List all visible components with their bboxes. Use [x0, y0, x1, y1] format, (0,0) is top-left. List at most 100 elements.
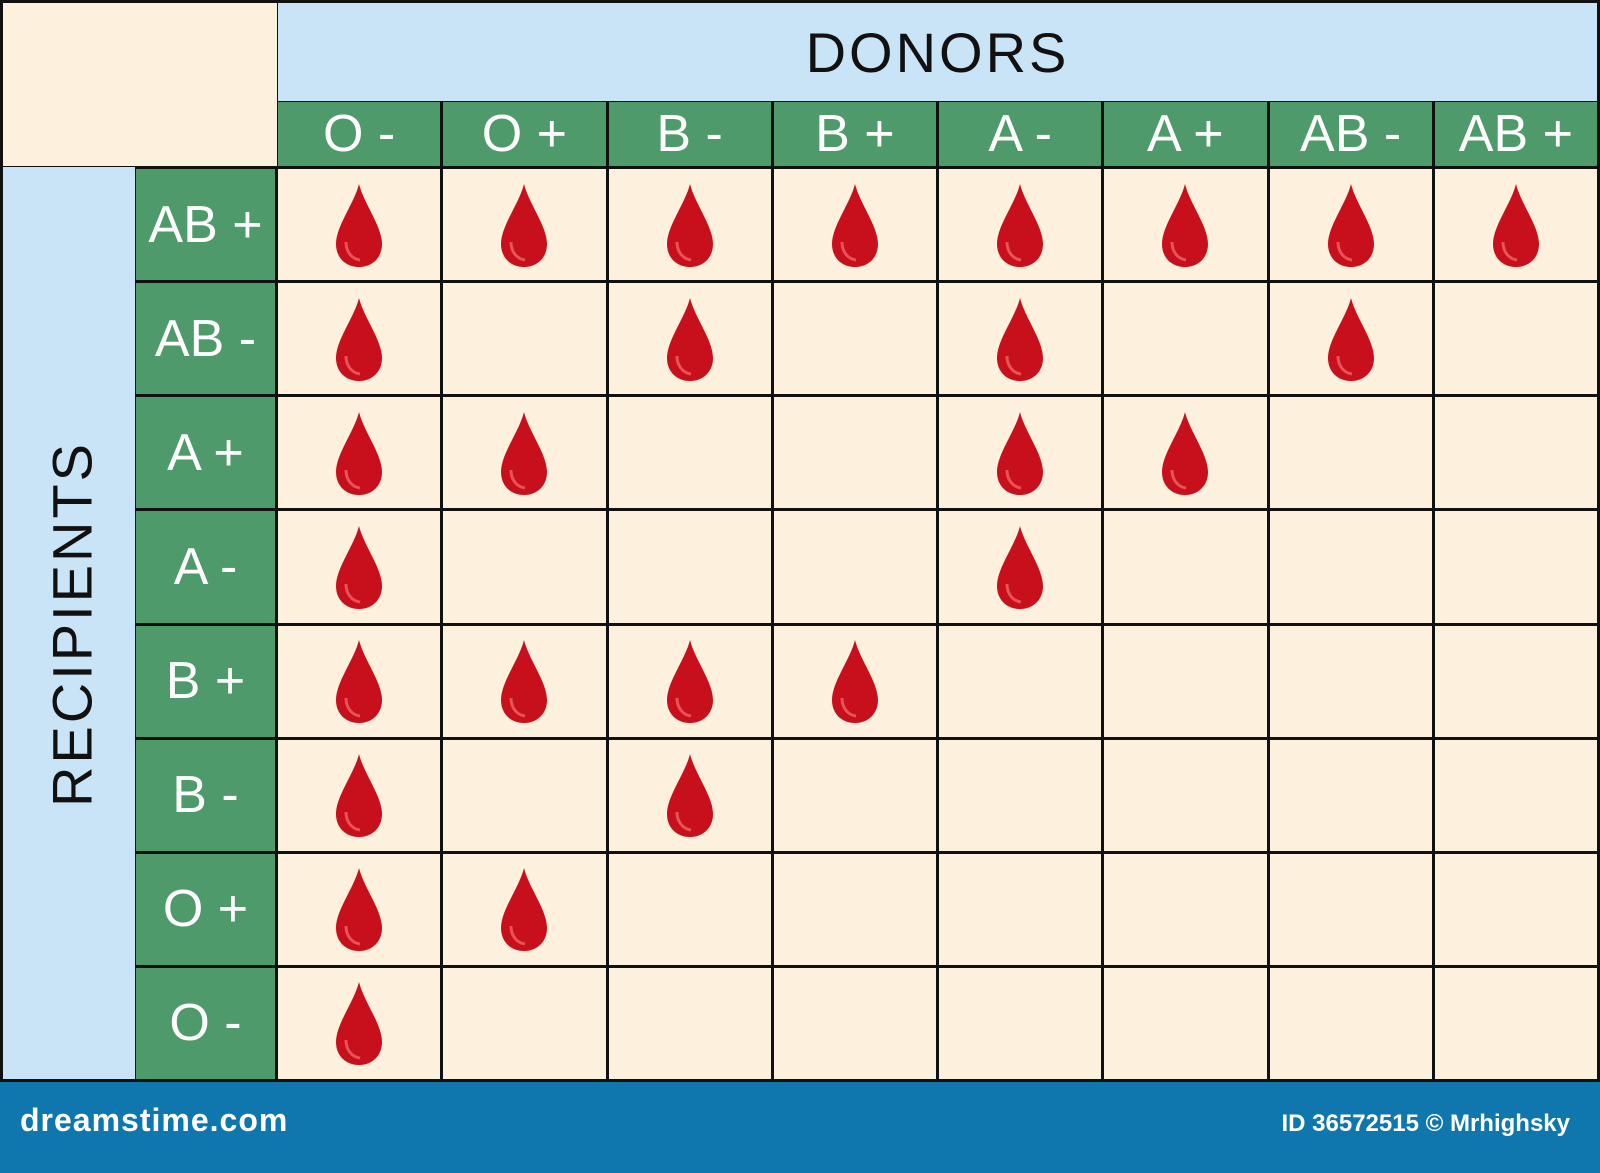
grid-cell	[1104, 397, 1270, 512]
grid-cell	[278, 169, 444, 284]
grid-cell	[1104, 511, 1270, 626]
blood-drop-icon	[1327, 297, 1374, 381]
grid-cell	[278, 283, 444, 398]
grid-cell	[773, 967, 939, 1082]
recipients-band: RECIPIENTS	[0, 167, 138, 1082]
donor-header-8: AB +	[1434, 102, 1600, 169]
blood-drop-icon	[336, 297, 383, 381]
grid-cell	[1434, 967, 1600, 1082]
recipient-header-2: AB -	[136, 283, 278, 398]
grid-cell	[443, 511, 609, 626]
footer-bar: dreamstime.com ID 36572515 © Mrhighsky	[0, 1082, 1600, 1173]
grid-cell	[1434, 397, 1600, 512]
grid-cell	[278, 853, 444, 968]
grid-cell	[773, 625, 939, 740]
grid-cell	[608, 739, 774, 854]
blood-drop-icon	[997, 183, 1044, 267]
donor-header-3: B -	[608, 102, 774, 169]
grid-cell	[939, 739, 1105, 854]
grid-cell	[443, 169, 609, 284]
grid-cell	[773, 169, 939, 284]
blood-drop-icon	[336, 754, 383, 838]
grid-cell	[939, 967, 1105, 1082]
grid-cell	[939, 625, 1105, 740]
grid-cell	[939, 853, 1105, 968]
donor-header-4: B +	[773, 102, 939, 169]
blood-drop-icon	[997, 297, 1044, 381]
grid-cell	[1104, 625, 1270, 740]
grid-cell	[1104, 853, 1270, 968]
grid-cell	[278, 739, 444, 854]
blood-drop-icon	[336, 982, 383, 1066]
footer-credit: ID 36572515 © Mrhighsky	[1281, 1110, 1571, 1137]
donor-header-7: AB -	[1269, 102, 1435, 169]
footer-logo: dreamstime.com	[20, 1102, 289, 1138]
grid-cell	[278, 967, 444, 1082]
grid-cell	[1269, 625, 1435, 740]
grid-cell	[608, 169, 774, 284]
grid-cell	[939, 283, 1105, 398]
blood-drop-icon	[831, 183, 878, 267]
recipient-header-5: B +	[136, 625, 278, 740]
blood-drop-icon	[501, 183, 548, 267]
grid-cell	[773, 397, 939, 512]
grid-cell	[608, 397, 774, 512]
recipient-header-4: A -	[136, 511, 278, 626]
grid-cell	[1434, 739, 1600, 854]
grid-cell	[1104, 283, 1270, 398]
grid-cell	[1434, 283, 1600, 398]
blood-drop-icon	[336, 640, 383, 724]
grid-cell	[1269, 283, 1435, 398]
grid-cell	[1269, 967, 1435, 1082]
recipient-header-8: O -	[136, 967, 278, 1082]
grid-cell	[1269, 739, 1435, 854]
grid-cell	[1269, 853, 1435, 968]
grid-cell	[1104, 169, 1270, 284]
grid-cell	[1434, 169, 1600, 284]
grid-cell	[773, 511, 939, 626]
blood-drop-icon	[997, 411, 1044, 495]
corner-cell	[0, 0, 280, 169]
grid-cell	[608, 853, 774, 968]
blood-drop-icon	[501, 868, 548, 952]
donors-header: DONORS	[278, 0, 1600, 104]
grid-cell	[1269, 511, 1435, 626]
grid-cell	[278, 397, 444, 512]
recipient-header-1: AB +	[136, 169, 278, 284]
grid-cell	[443, 739, 609, 854]
recipients-title: RECIPIENTS	[40, 440, 104, 808]
grid-cell	[443, 853, 609, 968]
donor-header-1: O -	[278, 102, 444, 169]
donor-header-2: O +	[443, 102, 609, 169]
grid-cell	[1269, 169, 1435, 284]
grid-cell	[608, 967, 774, 1082]
recipient-header-6: B -	[136, 739, 278, 854]
recipient-header-3: A +	[136, 397, 278, 512]
grid-cell	[939, 397, 1105, 512]
grid-cell	[443, 625, 609, 740]
grid-cell	[443, 283, 609, 398]
blood-drop-icon	[501, 640, 548, 724]
grid-cell	[773, 853, 939, 968]
grid-cell	[1434, 625, 1600, 740]
blood-drop-icon	[1162, 411, 1209, 495]
grid-cell	[443, 397, 609, 512]
donor-header-5: A -	[939, 102, 1105, 169]
grid-cell	[939, 169, 1105, 284]
blood-drop-icon	[831, 640, 878, 724]
grid-cell	[1434, 853, 1600, 968]
grid-cell	[278, 511, 444, 626]
grid-cell	[1104, 967, 1270, 1082]
blood-drop-icon	[1492, 183, 1539, 267]
blood-drop-icon	[666, 183, 713, 267]
blood-drop-icon	[336, 183, 383, 267]
blood-drop-icon	[1162, 183, 1209, 267]
grid-cell	[773, 739, 939, 854]
blood-drop-icon	[501, 411, 548, 495]
grid-cell	[278, 625, 444, 740]
blood-drop-icon	[666, 754, 713, 838]
blood-drop-icon	[1327, 183, 1374, 267]
grid-cell	[608, 511, 774, 626]
grid-cell	[773, 283, 939, 398]
blood-drop-icon	[997, 525, 1044, 609]
